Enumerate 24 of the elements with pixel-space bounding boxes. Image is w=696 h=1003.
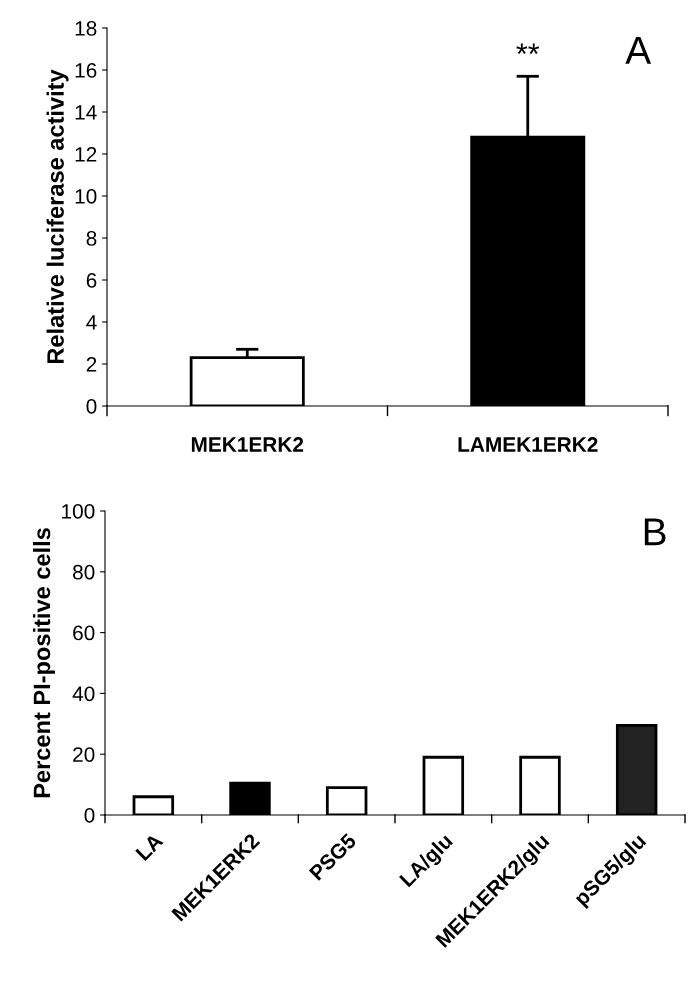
y-tick-label: 0 <box>86 399 97 414</box>
y-tick-label: 14 <box>75 105 97 120</box>
y-axis-title: Percent PI-positive cells <box>32 528 55 798</box>
y-tick-label: 12 <box>75 147 97 162</box>
y-tick-label: 10 <box>75 189 97 204</box>
annotation: B <box>644 518 666 546</box>
y-axis-title: Relative luciferase activity <box>46 69 69 364</box>
y-tick-label: 100 <box>62 504 95 519</box>
y-tick-label: 18 <box>75 21 97 36</box>
y-tick-label: 4 <box>86 315 97 330</box>
y-tick-label: 2 <box>86 357 97 372</box>
y-tick-label: 0 <box>84 808 95 823</box>
annotation: ** <box>516 43 540 55</box>
annotation: A <box>625 36 652 64</box>
y-tick-label: 40 <box>72 686 95 702</box>
y-tick-label: 8 <box>86 231 97 246</box>
y-tick-label: 60 <box>73 625 95 641</box>
y-tick-label: 20 <box>73 747 95 762</box>
y-tick-label: 6 <box>86 273 97 288</box>
y-tick-label: 80 <box>73 564 95 580</box>
y-tick-label: 16 <box>75 63 97 78</box>
x-tick-label: MEK1ERK2 <box>191 437 304 452</box>
x-tick-label: LA <box>135 832 164 861</box>
x-tick-label: LAMEK1ERK2 <box>458 437 598 452</box>
